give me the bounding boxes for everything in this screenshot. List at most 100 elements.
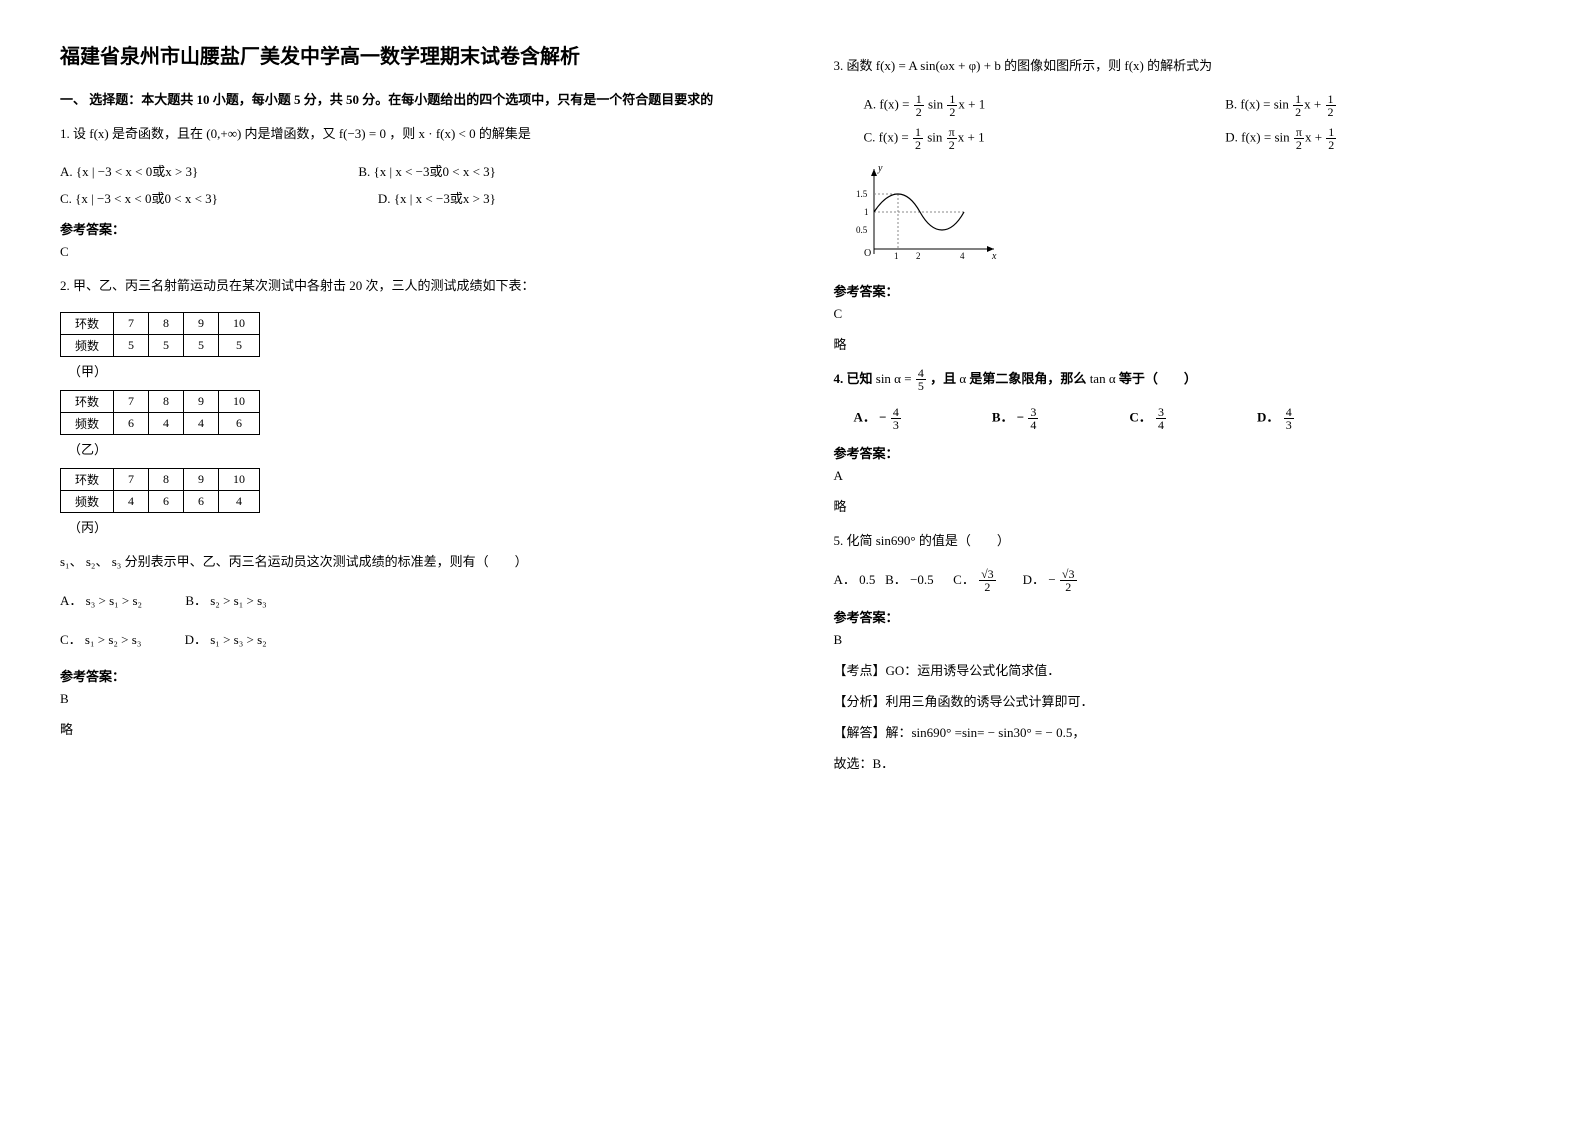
cell: 6	[114, 413, 149, 435]
sep: 、	[95, 554, 108, 569]
section-1-head: 一、 选择题：本大题共 10 小题，每小题 5 分，共 50 分。在每小题给出的…	[60, 89, 754, 108]
q4-B-sign: −	[1017, 410, 1024, 425]
q1-C: {x | −3 < x < 0或0 < x < 3}	[75, 191, 218, 206]
q1-answer-label: 参考答案：	[60, 219, 754, 238]
ytick: 1	[864, 207, 869, 217]
q5-exp4: 故选：B．	[834, 753, 1528, 772]
cell: 9	[184, 313, 219, 335]
q3-answer: C	[834, 306, 1528, 322]
table-bing: 环数 7 8 9 10 频数 4 6 6 4	[60, 468, 260, 513]
frac-pi2: π2	[1294, 126, 1304, 151]
q1-cond: f(−3) = 0	[339, 126, 386, 141]
den: 4	[1028, 419, 1038, 431]
frac: 3 4	[1028, 406, 1038, 431]
q2-answer-label: 参考答案：	[60, 666, 754, 685]
q3-fx2: f(x)	[1124, 58, 1144, 73]
q4-p2: ，且	[930, 371, 956, 386]
frac-45: 4 5	[916, 367, 926, 392]
q5-A: 0.5	[859, 572, 875, 587]
cell: 环数	[61, 313, 114, 335]
q2-s1: s₁	[60, 554, 70, 569]
q2-answer: B	[60, 691, 754, 707]
frac-half: 12	[1293, 93, 1303, 118]
cell: 8	[149, 313, 184, 335]
q1-stem-3: 内是增函数，又	[245, 126, 336, 141]
q5-B: −0.5	[910, 572, 934, 587]
frac: 4 3	[1284, 406, 1294, 431]
q1-interval: (0,+∞)	[206, 126, 241, 141]
q3-options-row1: A. f(x) = 12 sin 12x + 1 B. f(x) = sin 1…	[834, 93, 1528, 118]
cell: 5	[219, 335, 260, 357]
cell: 9	[184, 391, 219, 413]
q4-tan: tan α	[1090, 371, 1116, 386]
q4-B-label: B．	[992, 410, 1014, 425]
q3-B-label: B.	[1225, 96, 1237, 111]
ytick: 1.5	[856, 189, 868, 199]
q1-stem-4: ，则	[389, 126, 415, 141]
q2-D-label: D．	[185, 632, 207, 647]
q4-sin: sin α =	[876, 371, 915, 386]
q5-A-label: A．	[834, 572, 856, 587]
den: 4	[1156, 419, 1166, 431]
cell: 10	[219, 391, 260, 413]
frac-half: 12	[913, 126, 923, 151]
q4-answer: A	[834, 468, 1528, 484]
q3-p1: 3. 函数	[834, 58, 873, 73]
q3-answer-label: 参考答案：	[834, 281, 1528, 300]
den: 2	[979, 581, 996, 593]
q1-A: {x | −3 < x < 0或x > 3}	[76, 164, 198, 179]
q2-mid: s₁、 s₂、 s₃ 分别表示甲、乙、丙三名运动员这次测试成绩的标准差，则有（ …	[60, 550, 754, 575]
q5-C-label: C．	[953, 572, 975, 587]
q5-D-label: D．	[1023, 572, 1045, 587]
q1-A-label: A.	[60, 164, 73, 179]
table-yi: 环数 7 8 9 10 频数 6 4 4 6	[60, 390, 260, 435]
frac-half: 12	[914, 93, 924, 118]
question-1: 1. 设 f(x) 是奇函数，且在 (0,+∞) 内是增函数，又 f(−3) =…	[60, 122, 754, 147]
q2-note: 略	[60, 719, 754, 738]
cell: 7	[114, 313, 149, 335]
q1-B: {x | x < −3或0 < x < 3}	[373, 164, 495, 179]
y-label: y	[877, 163, 883, 174]
q4-D-label: D．	[1257, 410, 1279, 425]
den: 5	[916, 380, 926, 392]
cell: 频数	[61, 413, 114, 435]
q5-answer-label: 参考答案：	[834, 607, 1528, 626]
frac-half: 12	[1326, 126, 1336, 151]
cell: 10	[219, 469, 260, 491]
q3-A-lhs: f(x) =	[879, 96, 912, 111]
q3-D-label: D.	[1225, 129, 1238, 144]
q5-D-sign: −	[1048, 572, 1055, 587]
cell: 4	[184, 413, 219, 435]
q2-B: s₂ > s₁ > s₃	[210, 593, 266, 608]
q3-fx: f(x) = A sin(ωx + φ) + b	[876, 58, 1001, 73]
q4-note: 略	[834, 496, 1528, 515]
q1-options-row1: A. {x | −3 < x < 0或x > 3} B. {x | x < −3…	[60, 161, 754, 180]
cell: 频数	[61, 335, 114, 357]
frac: 3 4	[1156, 406, 1166, 431]
cell: 4	[149, 413, 184, 435]
frac: 4 3	[891, 406, 901, 431]
q4-C-label: C．	[1129, 410, 1151, 425]
cell: 7	[114, 469, 149, 491]
caption-jia: （甲）	[68, 361, 754, 380]
q2-B-label: B．	[185, 593, 207, 608]
cell: 6	[149, 491, 184, 513]
cell: 6	[184, 491, 219, 513]
den: 3	[891, 419, 901, 431]
q1-stem-5: 的解集是	[479, 126, 531, 141]
sep: 、	[70, 554, 83, 569]
question-3-stem: 3. 函数 f(x) = A sin(ωx + φ) + b 的图像如图所示，则…	[834, 54, 1528, 79]
q4-A-label: A．	[854, 410, 876, 425]
cell: 4	[219, 491, 260, 513]
cell: 环数	[61, 391, 114, 413]
cell: 6	[219, 413, 260, 435]
q1-stem-2: 是奇函数，且在	[112, 126, 203, 141]
ytick: 0.5	[856, 225, 868, 235]
cell: 10	[219, 313, 260, 335]
q5-options: A． 0.5 B． −0.5 C． √3 2 D． − √3 2	[834, 568, 1528, 594]
q3-B-lhs: f(x) =	[1240, 96, 1273, 111]
frac: √3 2	[979, 568, 996, 593]
q3-options-row2: C. f(x) = 12 sin π2x + 1 D. f(x) = sin π…	[834, 126, 1528, 151]
q3-note: 略	[834, 334, 1528, 353]
q2-options-2: C． s₁ > s₂ > s₃ D． s₁ > s₃ > s₂	[60, 628, 754, 653]
